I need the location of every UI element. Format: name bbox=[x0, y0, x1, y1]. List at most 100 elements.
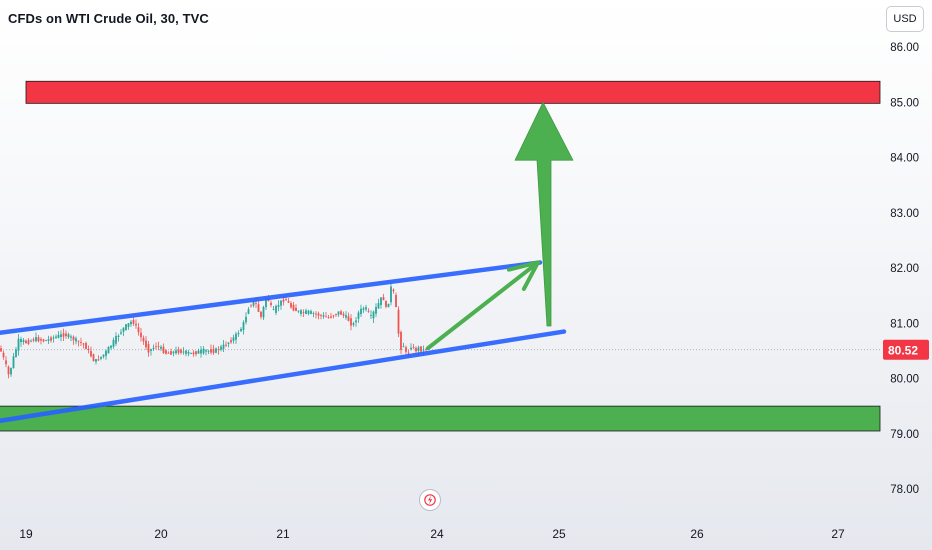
candle bbox=[100, 356, 102, 361]
candle-body bbox=[97, 359, 100, 361]
candle-body bbox=[100, 356, 102, 359]
candle-body bbox=[180, 349, 182, 353]
candle bbox=[247, 307, 250, 315]
candle bbox=[357, 310, 360, 323]
currency-button[interactable]: USD bbox=[886, 6, 924, 32]
candle-body bbox=[257, 304, 260, 312]
y-tick-label: 86.00 bbox=[890, 42, 919, 54]
candle-body bbox=[322, 315, 325, 317]
candle bbox=[270, 300, 272, 308]
candle bbox=[107, 346, 110, 354]
candle-body bbox=[255, 302, 257, 304]
candle-body bbox=[350, 318, 352, 326]
candle-body bbox=[117, 335, 120, 337]
candle-body bbox=[5, 360, 7, 365]
candle-body bbox=[212, 348, 215, 353]
candle bbox=[375, 303, 377, 317]
candle-body bbox=[22, 340, 25, 342]
candle bbox=[290, 301, 292, 309]
candle bbox=[275, 304, 277, 316]
candle bbox=[122, 327, 125, 337]
candle bbox=[157, 341, 160, 351]
candle-body bbox=[2, 352, 5, 358]
candle bbox=[230, 337, 232, 344]
candle bbox=[400, 330, 402, 355]
candle-body bbox=[142, 337, 145, 342]
candle-body bbox=[32, 339, 35, 341]
candle-body bbox=[127, 323, 130, 327]
candle-body bbox=[285, 299, 287, 301]
candle bbox=[325, 312, 327, 318]
x-tick-label: 20 bbox=[154, 527, 168, 541]
candle bbox=[35, 332, 37, 343]
candle bbox=[125, 323, 127, 331]
candle bbox=[207, 349, 210, 355]
x-tick-label: 26 bbox=[690, 527, 704, 541]
candle-body bbox=[345, 315, 347, 318]
candle-body bbox=[187, 352, 190, 354]
candle bbox=[305, 308, 307, 315]
candle-body bbox=[220, 346, 222, 350]
x-tick-label: 19 bbox=[19, 527, 33, 541]
candle bbox=[192, 350, 195, 357]
candle bbox=[115, 332, 117, 346]
candle-body bbox=[330, 316, 332, 318]
candle-body bbox=[207, 350, 210, 352]
channel-upper-line bbox=[0, 260, 543, 336]
y-tick-label: 83.00 bbox=[890, 208, 919, 220]
candle-body bbox=[385, 301, 387, 307]
candle bbox=[292, 301, 295, 312]
candle-body bbox=[45, 340, 47, 342]
candle bbox=[32, 337, 35, 343]
candle-body bbox=[70, 336, 72, 338]
candle bbox=[200, 346, 202, 358]
candle bbox=[7, 365, 10, 379]
candle-body bbox=[242, 322, 245, 330]
candle-body bbox=[410, 347, 412, 350]
candle-body bbox=[120, 332, 122, 334]
candle bbox=[390, 283, 392, 306]
candle bbox=[135, 319, 137, 329]
candle bbox=[0, 345, 2, 352]
candle-body bbox=[342, 313, 345, 316]
candle bbox=[75, 336, 77, 345]
lightning-icon[interactable] bbox=[419, 489, 441, 511]
candle-body bbox=[122, 327, 125, 332]
candle-body bbox=[292, 304, 295, 311]
candle bbox=[27, 337, 30, 346]
last-price-badge bbox=[883, 339, 929, 360]
candle bbox=[77, 340, 80, 347]
candle-body bbox=[367, 310, 370, 312]
candle-body bbox=[282, 299, 285, 302]
candle bbox=[177, 346, 180, 355]
candle-body bbox=[240, 328, 242, 332]
candle bbox=[197, 348, 200, 354]
candle-body bbox=[422, 349, 425, 351]
candle-body bbox=[245, 316, 247, 323]
candle-body bbox=[67, 334, 70, 338]
vertical-target-arrow bbox=[514, 101, 574, 327]
candle-body bbox=[372, 311, 375, 319]
candle-body bbox=[305, 310, 307, 315]
candle bbox=[307, 309, 310, 316]
candle bbox=[385, 300, 387, 309]
candle-body bbox=[87, 349, 90, 350]
candle bbox=[102, 354, 105, 359]
candle bbox=[372, 310, 375, 324]
candle-body bbox=[112, 339, 115, 347]
candle bbox=[95, 358, 97, 365]
candle-body bbox=[232, 337, 235, 341]
candle bbox=[360, 304, 362, 317]
candle bbox=[342, 311, 345, 319]
candle-body bbox=[30, 340, 32, 342]
candle bbox=[40, 337, 42, 345]
candle-body bbox=[85, 342, 87, 350]
candle-body bbox=[115, 335, 117, 344]
candle bbox=[155, 342, 157, 350]
candle bbox=[335, 313, 337, 317]
candle-body bbox=[60, 334, 62, 338]
candle bbox=[25, 339, 27, 344]
candle-body bbox=[200, 349, 202, 354]
candle bbox=[297, 310, 300, 314]
